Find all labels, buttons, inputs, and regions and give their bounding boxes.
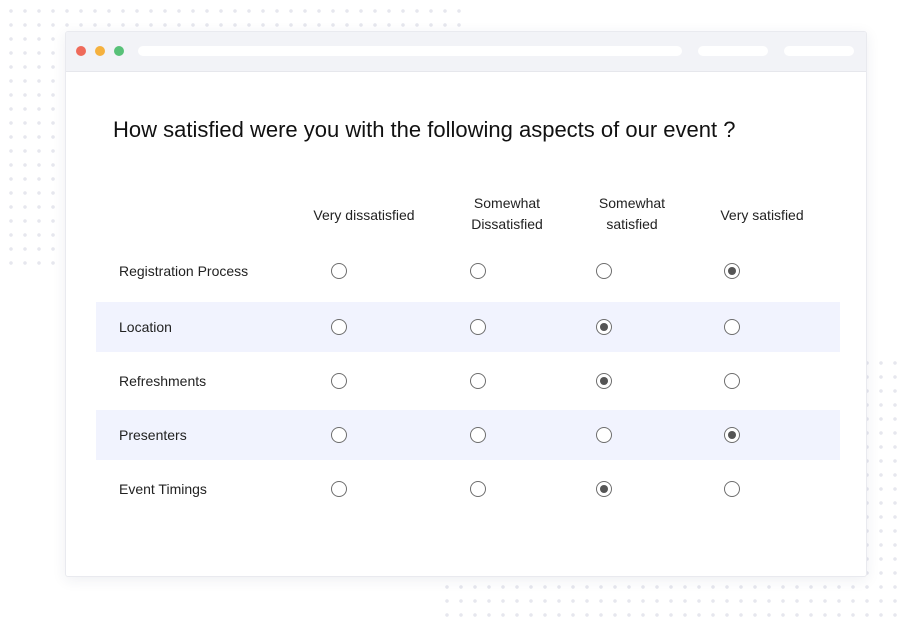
radio-somewhat-satisfied[interactable]: [596, 427, 612, 443]
column-header: Somewhat Dissatisfied: [471, 195, 543, 232]
maximize-window-icon[interactable]: [114, 46, 124, 56]
radio-somewhat-satisfied[interactable]: [596, 481, 612, 497]
radio-somewhat-satisfied[interactable]: [596, 319, 612, 335]
radio-somewhat-dissatisfied[interactable]: [470, 373, 486, 389]
matrix-row: Event Timings: [96, 464, 840, 514]
row-label: Presenters: [119, 427, 187, 443]
matrix-row: Refreshments: [96, 356, 840, 406]
radio-very-dissatisfied[interactable]: [331, 427, 347, 443]
radio-very-satisfied[interactable]: [724, 481, 740, 497]
row-label: Location: [119, 319, 172, 335]
radio-very-dissatisfied[interactable]: [331, 481, 347, 497]
window-titlebar: [66, 32, 866, 72]
toolbar-placeholder-2: [784, 46, 854, 56]
matrix-row: Presenters: [96, 410, 840, 460]
browser-window: How satisfied were you with the followin…: [65, 31, 867, 577]
row-label: Event Timings: [119, 481, 207, 497]
radio-very-dissatisfied[interactable]: [331, 319, 347, 335]
address-bar[interactable]: [138, 46, 682, 56]
radio-very-satisfied[interactable]: [724, 319, 740, 335]
radio-somewhat-dissatisfied[interactable]: [470, 481, 486, 497]
close-window-icon[interactable]: [76, 46, 86, 56]
radio-very-dissatisfied[interactable]: [331, 263, 347, 279]
matrix-row: Location: [96, 302, 840, 352]
toolbar-placeholder-1: [698, 46, 768, 56]
radio-somewhat-satisfied[interactable]: [596, 263, 612, 279]
row-label: Refreshments: [119, 373, 207, 389]
radio-somewhat-dissatisfied[interactable]: [470, 263, 486, 279]
matrix-row: Registration Process: [96, 246, 840, 296]
radio-somewhat-dissatisfied[interactable]: [470, 427, 486, 443]
column-header: Very satisfied: [720, 207, 804, 223]
column-header: Very dissatisfied: [313, 207, 415, 223]
radio-very-satisfied[interactable]: [724, 373, 740, 389]
radio-somewhat-dissatisfied[interactable]: [470, 319, 486, 335]
column-header: Somewhat satisfied: [598, 195, 666, 232]
row-label: Registration Process: [119, 263, 249, 279]
radio-very-satisfied[interactable]: [724, 263, 740, 279]
radio-very-dissatisfied[interactable]: [331, 373, 347, 389]
radio-somewhat-satisfied[interactable]: [596, 373, 612, 389]
survey-question: How satisfied were you with the followin…: [113, 117, 736, 142]
minimize-window-icon[interactable]: [95, 46, 105, 56]
radio-very-satisfied[interactable]: [724, 427, 740, 443]
